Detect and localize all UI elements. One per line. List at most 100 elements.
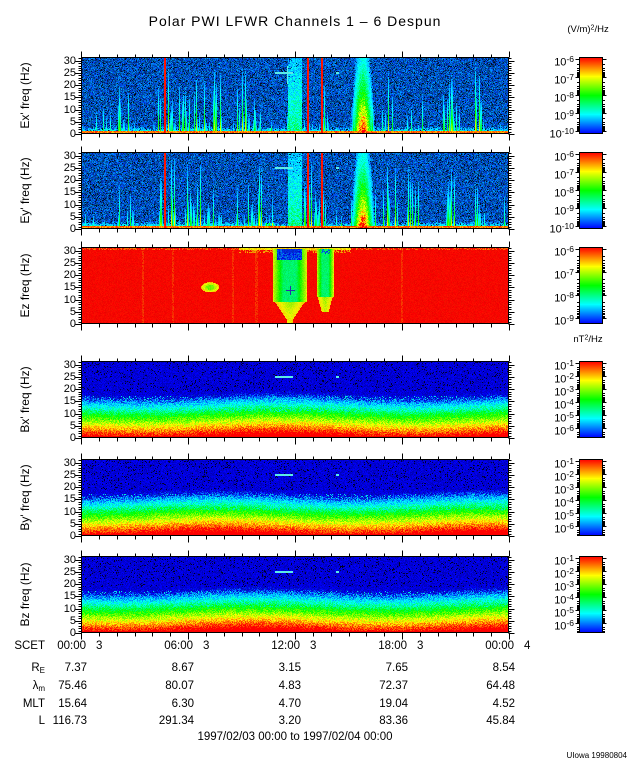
colorbar-label-exponent: -9 — [566, 202, 574, 213]
bfield-units-sup: 2 — [584, 334, 589, 342]
colorbar-tick-label: 10-7 — [498, 166, 574, 183]
freq-tick-label: 30 — [63, 553, 76, 566]
freq-tick-label: 10 — [63, 293, 76, 306]
table-value: 8.54 — [492, 662, 515, 674]
colorbar-label-exponent: -5 — [566, 409, 574, 420]
colorbar-label-exponent: -1 — [566, 357, 574, 368]
panel-ez-colorbar — [579, 247, 603, 324]
colorbar-tick-label: 10-9 — [498, 107, 574, 124]
freq-tick-label: 30 — [63, 244, 76, 257]
scet-day-label: 4 — [524, 640, 531, 652]
scet-day-label: 3 — [203, 640, 210, 652]
colorbar-tick-label: 10-6 — [498, 422, 574, 439]
table-value: 291.34 — [158, 715, 194, 727]
freq-tick-label: 5 — [69, 115, 76, 128]
colorbar-tick-label: 10-6 — [498, 148, 574, 165]
colorbar-label-base: 10 — [554, 169, 567, 181]
efield-units-main: (V/m) — [567, 24, 591, 35]
efield-units-sup: 2 — [590, 24, 595, 32]
table-value: 8.67 — [171, 662, 194, 674]
table-value: 75.46 — [58, 680, 87, 692]
freq-tick-label: 25 — [63, 161, 76, 174]
table-row-label-main: R — [31, 662, 40, 674]
freq-tick-label: 15 — [63, 281, 76, 294]
panel-ex-colorbar — [579, 57, 603, 134]
colorbar-label-exponent: -6 — [566, 520, 574, 531]
efield-units-tail: /Hz — [594, 24, 609, 35]
freq-tick-label: 5 — [69, 419, 76, 432]
freq-tick-label: 0 — [69, 432, 76, 444]
table-row-label-main: L — [38, 715, 45, 727]
freq-tick-label: 25 — [63, 370, 76, 383]
colorbar-label-exponent: -6 — [566, 617, 574, 628]
colorbar-label-base: 10 — [554, 484, 567, 496]
colorbar-tick-label: 10-3 — [498, 578, 574, 595]
colorbar-tick-label: 10-8 — [498, 89, 574, 106]
freq-tick-label: 15 — [63, 493, 76, 506]
colorbar-tick-label: 10-9 — [498, 312, 574, 329]
colorbar-tick-label: 10-10 — [498, 220, 574, 237]
colorbar-label-exponent: -3 — [566, 383, 574, 394]
colorbar-label-exponent: -8 — [566, 184, 574, 195]
freq-tick-label: 5 — [69, 305, 76, 318]
scet-time-label: 00:00 — [57, 640, 86, 652]
colorbar-tick-label: 10-2 — [498, 370, 574, 387]
table-value: 4.52 — [492, 698, 515, 710]
colorbar-label-base: 10 — [554, 92, 567, 104]
colorbar-tick-label: 10-2 — [498, 565, 574, 582]
colorbar-tick-label: 10-4 — [498, 396, 574, 413]
colorbar-label-exponent: -8 — [566, 289, 574, 300]
freq-tick-label: 0 — [69, 530, 76, 542]
colorbar-tick-label: 10-6 — [498, 243, 574, 260]
colorbar-label-base: 10 — [554, 386, 567, 398]
freq-tick-label: 15 — [63, 395, 76, 408]
freq-tick-label: 15 — [63, 186, 76, 199]
colorbar-label-base: 10 — [554, 523, 567, 535]
efield-units-label: (V/m)2/Hz — [528, 24, 640, 35]
freq-tick-label: 10 — [63, 602, 76, 615]
freq-tick-label: 20 — [63, 174, 76, 187]
table-row-label-mlt: MLT — [5, 698, 45, 713]
freq-tick-label: 25 — [63, 565, 76, 578]
colorbar-label-base: 10 — [554, 568, 567, 580]
freq-tick-label: 10 — [63, 505, 76, 518]
table-row-label-l: L — [5, 715, 45, 730]
freq-tick-label: 10 — [63, 407, 76, 420]
colorbar-label-base: 10 — [554, 151, 567, 163]
freq-tick-label: 0 — [69, 627, 76, 639]
colorbar-label-exponent: -4 — [566, 396, 574, 407]
bfield-units-main: nT — [573, 334, 585, 345]
colorbar-label-exponent: -6 — [566, 422, 574, 433]
colorbar-tick-label: 10-1 — [498, 357, 574, 374]
panel-ez-spectrogram — [81, 247, 509, 324]
colorbar-tick-label: 10-2 — [498, 468, 574, 485]
colorbar-label-exponent: -6 — [566, 148, 574, 159]
colorbar-tick-label: 10-1 — [498, 552, 574, 569]
freq-tick-label: 5 — [69, 210, 76, 223]
colorbar-label-exponent: -4 — [566, 591, 574, 602]
colorbar-label-base: 10 — [554, 594, 567, 606]
colorbar-label-exponent: -9 — [566, 107, 574, 118]
colorbar-label-base: 10 — [554, 360, 567, 372]
panel-bx-colorbar — [579, 361, 603, 438]
colorbar-tick-label: 10-9 — [498, 202, 574, 219]
panel-bx-spectrogram — [81, 361, 509, 438]
colorbar-label-base: 10 — [554, 110, 567, 122]
colorbar-label-exponent: -5 — [566, 604, 574, 615]
freq-tick-label: 25 — [63, 256, 76, 269]
freq-tick-label: 20 — [63, 383, 76, 396]
colorbar-label-exponent: -2 — [566, 565, 574, 576]
colorbar-tick-label: 10-4 — [498, 494, 574, 511]
colorbar-tick-label: 10-8 — [498, 184, 574, 201]
colorbar-tick-label: 10-6 — [498, 53, 574, 70]
colorbar-label-base: 10 — [554, 74, 567, 86]
panel-by-spectrogram — [81, 459, 509, 536]
panel-ey-spectrogram — [81, 152, 509, 229]
colorbar-tick-label: 10-8 — [498, 289, 574, 306]
colorbar-label-base: 10 — [554, 510, 567, 522]
colorbar-label-base: 10 — [549, 223, 562, 235]
freq-tick-label: 25 — [63, 66, 76, 79]
freq-tick-label: 20 — [63, 269, 76, 282]
colorbar-label-base: 10 — [554, 56, 567, 68]
